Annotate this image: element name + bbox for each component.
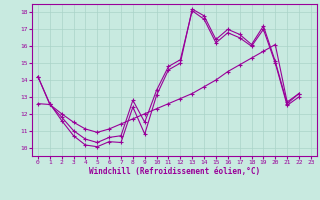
X-axis label: Windchill (Refroidissement éolien,°C): Windchill (Refroidissement éolien,°C)	[89, 167, 260, 176]
